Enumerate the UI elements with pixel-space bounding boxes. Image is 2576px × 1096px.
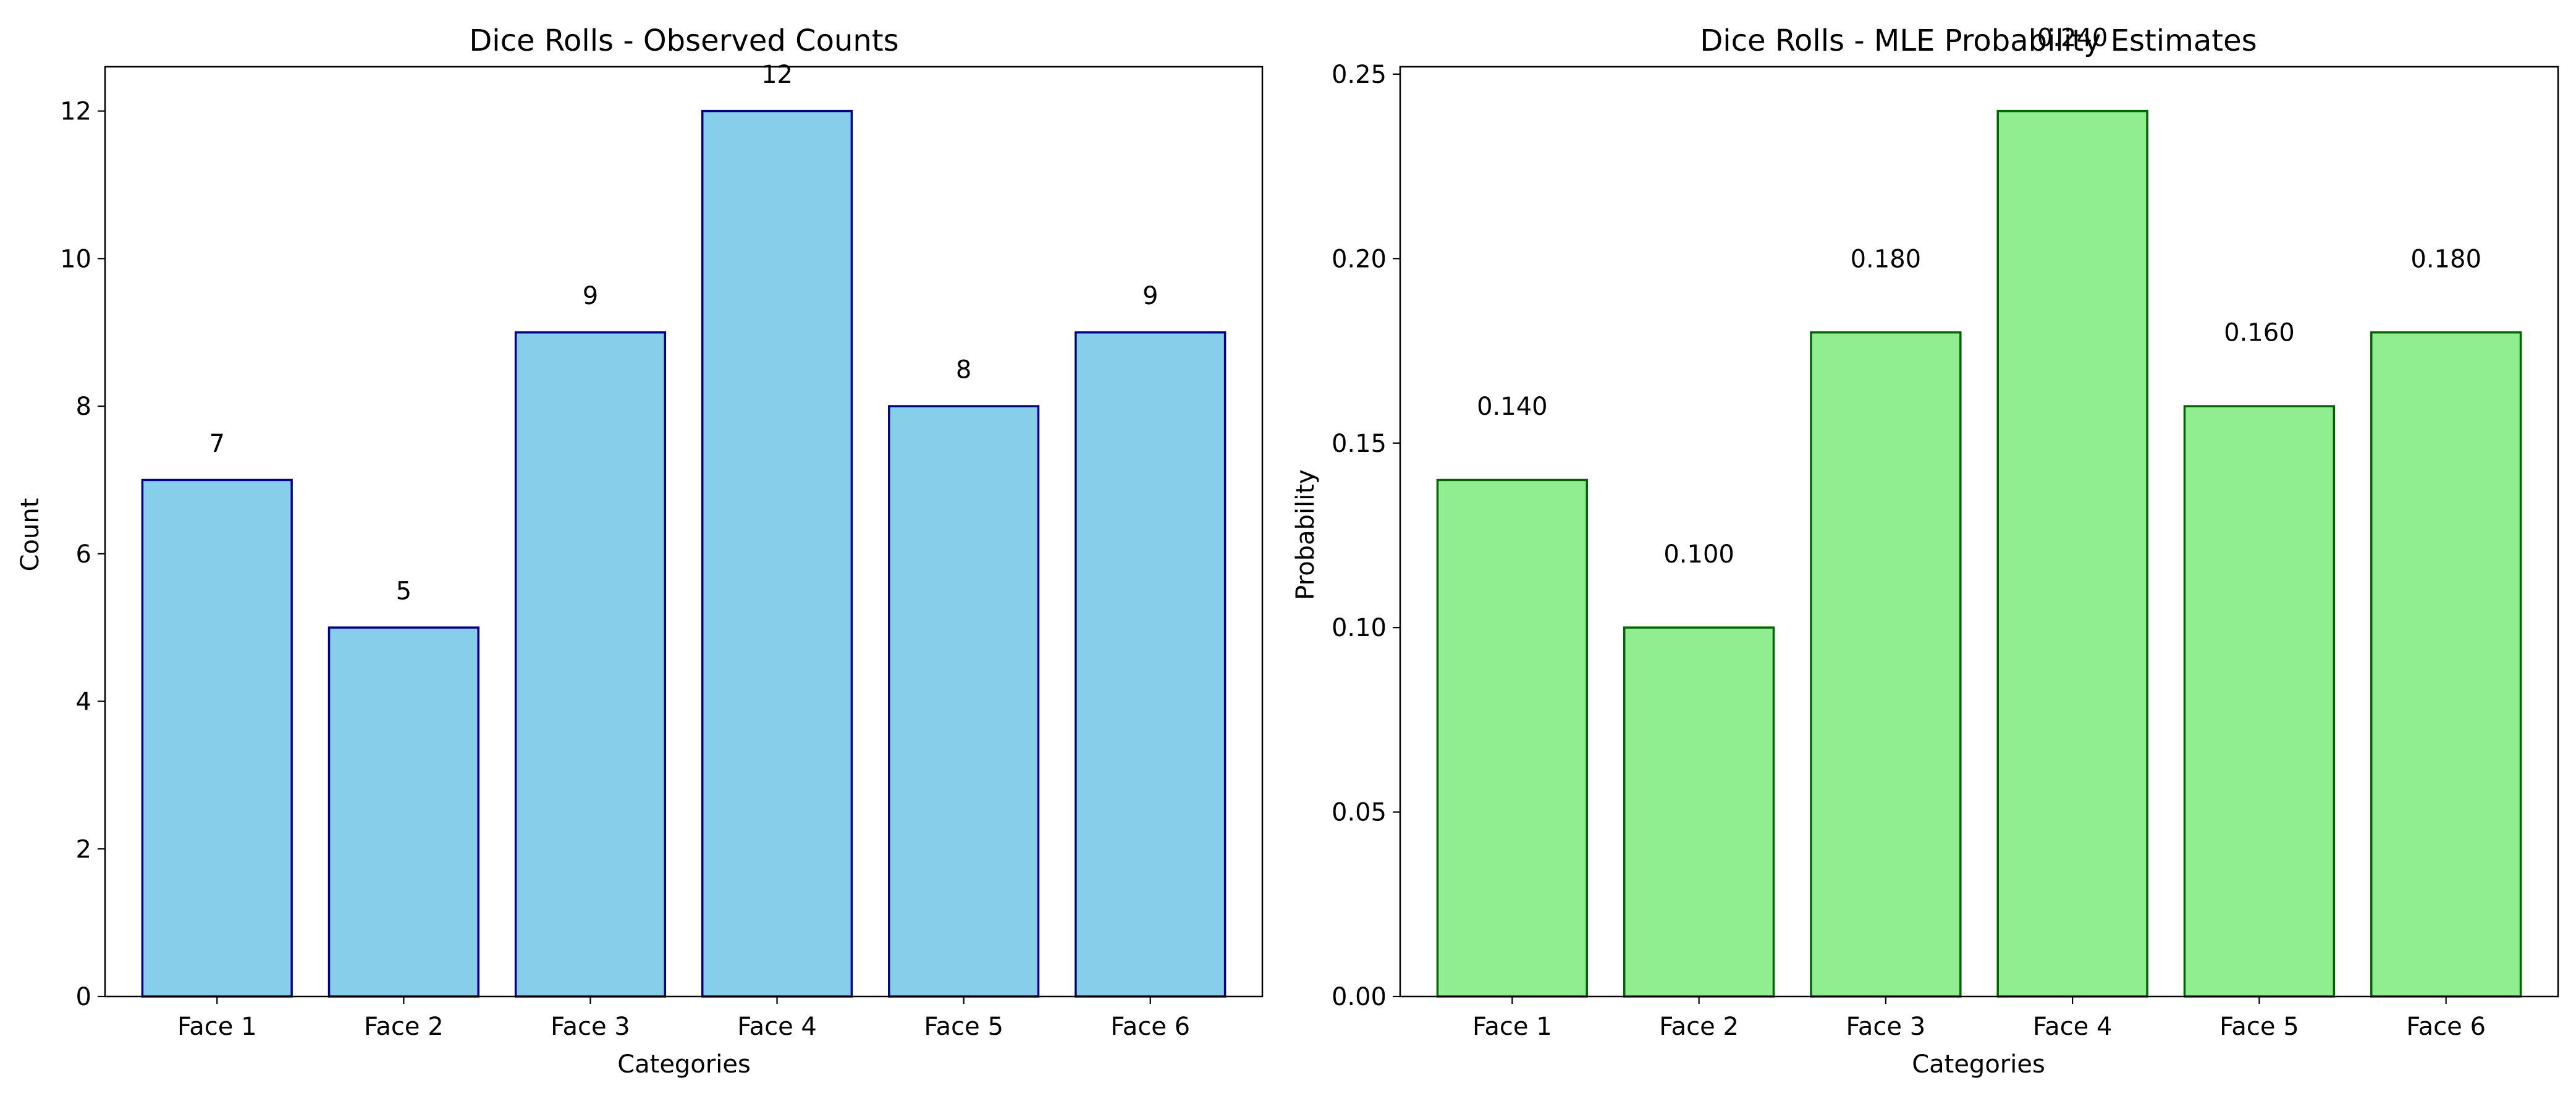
- probabilities-y-tick-label: 0.05: [1332, 799, 1387, 827]
- counts-bars: [141, 109, 1227, 998]
- counts-bar: [141, 478, 293, 998]
- probabilities-data-label: 0.180: [1851, 245, 1922, 273]
- probabilities-y-tick-label: 0.10: [1332, 614, 1387, 642]
- counts-y-tick-label: 2: [76, 835, 91, 864]
- probabilities-y-axis: 0.00 0.05 0.10 0.15 0.20 0.25: [1332, 61, 1400, 1011]
- counts-y-tick-label: 12: [60, 98, 91, 126]
- counts-x-tick-label: Face 6: [1110, 1013, 1190, 1041]
- probabilities-x-tick-label: Face 3: [1846, 1013, 1926, 1041]
- counts-data-labels: 7 5 9 12 8 9: [209, 61, 1159, 606]
- counts-y-axis: 0 2 4 6 8 10 12: [60, 98, 105, 1011]
- probabilities-x-tick-label: Face 5: [2219, 1013, 2299, 1041]
- probabilities-x-tick-label: Face 4: [2033, 1013, 2113, 1041]
- counts-x-tick-label: Face 3: [551, 1013, 630, 1041]
- probabilities-bar: [2370, 331, 2522, 998]
- counts-x-tick-label: Face 4: [737, 1013, 817, 1041]
- counts-plot-frame: [104, 66, 1264, 998]
- counts-y-tick-label: 0: [76, 983, 91, 1011]
- counts-bar: [327, 626, 479, 998]
- counts-data-label: 8: [956, 355, 971, 384]
- probabilities-bar: [1996, 109, 2148, 998]
- counts-y-tick-label: 4: [76, 688, 91, 716]
- counts-x-tick-label: Face 1: [177, 1013, 257, 1041]
- probabilities-x-axis: Face 1 Face 2 Face 3 Face 4 Face 5 Face 6: [1472, 996, 2486, 1041]
- counts-data-label: 9: [1142, 282, 1158, 310]
- probabilities-data-labels: 0.140 0.100 0.180 0.240 0.160 0.180: [1477, 23, 2481, 569]
- probabilities-bar: [1810, 331, 1962, 998]
- probabilities-x-axis-label: Categories: [1912, 1050, 2045, 1079]
- counts-y-axis-label: Count: [16, 498, 44, 572]
- counts-data-label: 9: [583, 282, 598, 310]
- counts-x-axis: Face 1 Face 2 Face 3 Face 4 Face 5 Face 6: [177, 996, 1190, 1041]
- probabilities-data-label: 0.140: [1477, 393, 1548, 421]
- probabilities-bar: [1623, 626, 1775, 998]
- counts-bar: [888, 405, 1040, 998]
- counts-data-label: 7: [209, 430, 225, 458]
- probabilities-y-axis-label: Probability: [1291, 469, 1320, 600]
- probabilities-bar: [1436, 478, 1589, 998]
- probabilities-data-label: 0.160: [2224, 319, 2295, 347]
- probabilities-data-label: 0.180: [2410, 245, 2481, 273]
- probabilities-y-tick-label: 0.20: [1332, 245, 1387, 273]
- counts-data-label: 5: [396, 577, 412, 605]
- probabilities-y-tick-label: 0.25: [1332, 61, 1387, 89]
- counts-chart: Dice Rolls - Observed Counts Categories …: [16, 23, 1264, 1079]
- counts-x-axis-label: Categories: [617, 1050, 751, 1079]
- counts-x-tick-label: Face 2: [364, 1013, 444, 1041]
- counts-x-tick-label: Face 5: [924, 1013, 1003, 1041]
- probabilities-chart-title: Dice Rolls - MLE Probability Estimates: [1700, 23, 2257, 58]
- probabilities-bar: [2183, 405, 2336, 998]
- probabilities-bars: [1436, 109, 2522, 998]
- counts-data-label: 12: [761, 61, 793, 89]
- counts-y-tick-label: 6: [76, 540, 91, 569]
- probabilities-plot-frame: [1399, 66, 2559, 998]
- counts-bar: [1075, 331, 1227, 998]
- counts-bar: [701, 109, 853, 998]
- counts-y-tick-label: 8: [76, 393, 91, 421]
- counts-y-tick-label: 10: [60, 245, 91, 273]
- probabilities-y-tick-label: 0.00: [1332, 983, 1387, 1011]
- counts-bar: [514, 331, 667, 998]
- counts-chart-title: Dice Rolls - Observed Counts: [469, 23, 898, 58]
- probabilities-x-tick-label: Face 6: [2406, 1013, 2486, 1041]
- probabilities-x-tick-label: Face 2: [1659, 1013, 1739, 1041]
- probabilities-x-tick-label: Face 1: [1472, 1013, 1552, 1041]
- probabilities-data-label: 0.240: [2037, 23, 2108, 52]
- probabilities-data-label: 0.100: [1663, 540, 1734, 569]
- probabilities-chart: Dice Rolls - MLE Probability Estimates C…: [1291, 23, 2559, 1079]
- probabilities-y-tick-label: 0.15: [1332, 430, 1387, 458]
